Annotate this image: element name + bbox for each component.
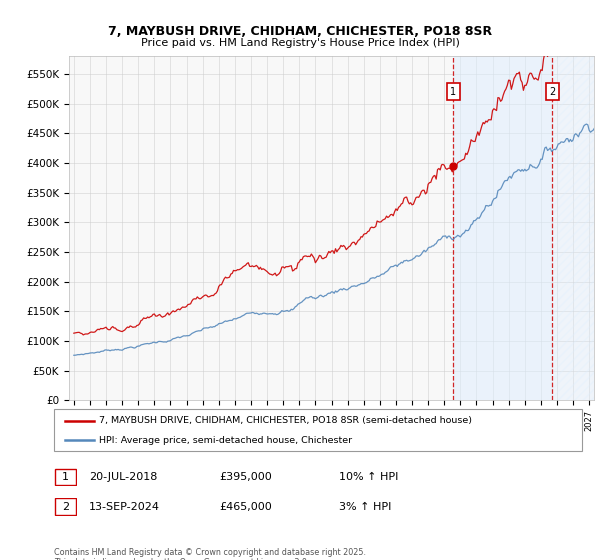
Text: 7, MAYBUSH DRIVE, CHIDHAM, CHICHESTER, PO18 8SR (semi-detached house): 7, MAYBUSH DRIVE, CHIDHAM, CHICHESTER, P…	[99, 416, 472, 425]
FancyBboxPatch shape	[54, 409, 582, 451]
Text: £465,000: £465,000	[219, 502, 272, 512]
Text: 20-JUL-2018: 20-JUL-2018	[89, 472, 157, 482]
Bar	[453, 56, 552, 400]
Text: 7, MAYBUSH DRIVE, CHIDHAM, CHICHESTER, PO18 8SR: 7, MAYBUSH DRIVE, CHIDHAM, CHICHESTER, P…	[108, 25, 492, 38]
Text: 1: 1	[62, 472, 69, 482]
Text: Contains HM Land Registry data © Crown copyright and database right 2025.
This d: Contains HM Land Registry data © Crown c…	[54, 548, 366, 560]
FancyBboxPatch shape	[55, 498, 76, 515]
Text: 2: 2	[62, 502, 69, 512]
Text: 3% ↑ HPI: 3% ↑ HPI	[339, 502, 391, 512]
Bar	[552, 56, 594, 400]
Text: 13-SEP-2024: 13-SEP-2024	[89, 502, 160, 512]
FancyBboxPatch shape	[55, 469, 76, 486]
Text: 10% ↑ HPI: 10% ↑ HPI	[339, 472, 398, 482]
Text: HPI: Average price, semi-detached house, Chichester: HPI: Average price, semi-detached house,…	[99, 436, 352, 445]
Text: £395,000: £395,000	[219, 472, 272, 482]
Text: 1: 1	[450, 87, 456, 97]
Text: Price paid vs. HM Land Registry's House Price Index (HPI): Price paid vs. HM Land Registry's House …	[140, 38, 460, 48]
Text: 2: 2	[549, 87, 556, 97]
